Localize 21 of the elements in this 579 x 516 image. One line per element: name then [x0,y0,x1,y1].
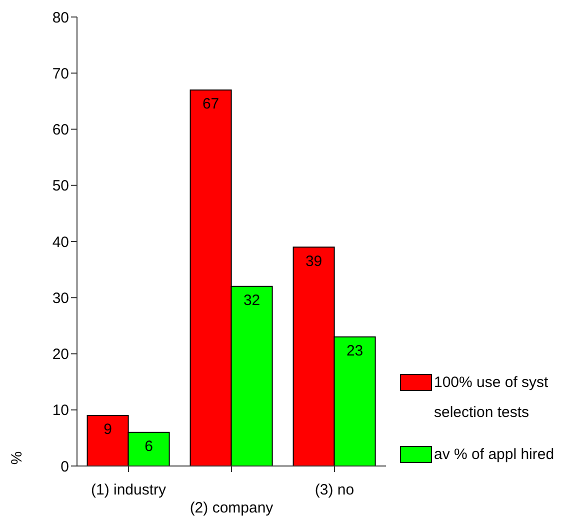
y-tick-label: 70 [52,65,69,82]
y-tick-label: 20 [52,346,69,364]
y-tick-label: 60 [52,122,69,139]
data-label: 39 [305,252,322,270]
y-tick-label: 30 [52,290,69,307]
data-label: 6 [144,438,153,455]
y-tick-label: 50 [52,178,69,195]
y-tick-label: 0 [60,458,69,476]
y-tick-label: 10 [52,402,69,420]
x-tick-label: (2) company [190,500,274,516]
y-axis-title: % [8,451,26,465]
data-label: 32 [243,292,260,310]
data-label: 67 [202,96,220,113]
x-tick-label: (3) no [314,482,354,498]
data-label: 9 [104,421,112,438]
y-tick-label: 80 [52,9,69,26]
data-label: 23 [346,342,364,360]
y-tick-label: 40 [52,234,69,251]
legend-label: av % of appl hired [434,445,556,465]
x-tick-label: (1) industry [90,482,167,498]
legend-label: 100% use of syst selection tests [434,373,550,423]
